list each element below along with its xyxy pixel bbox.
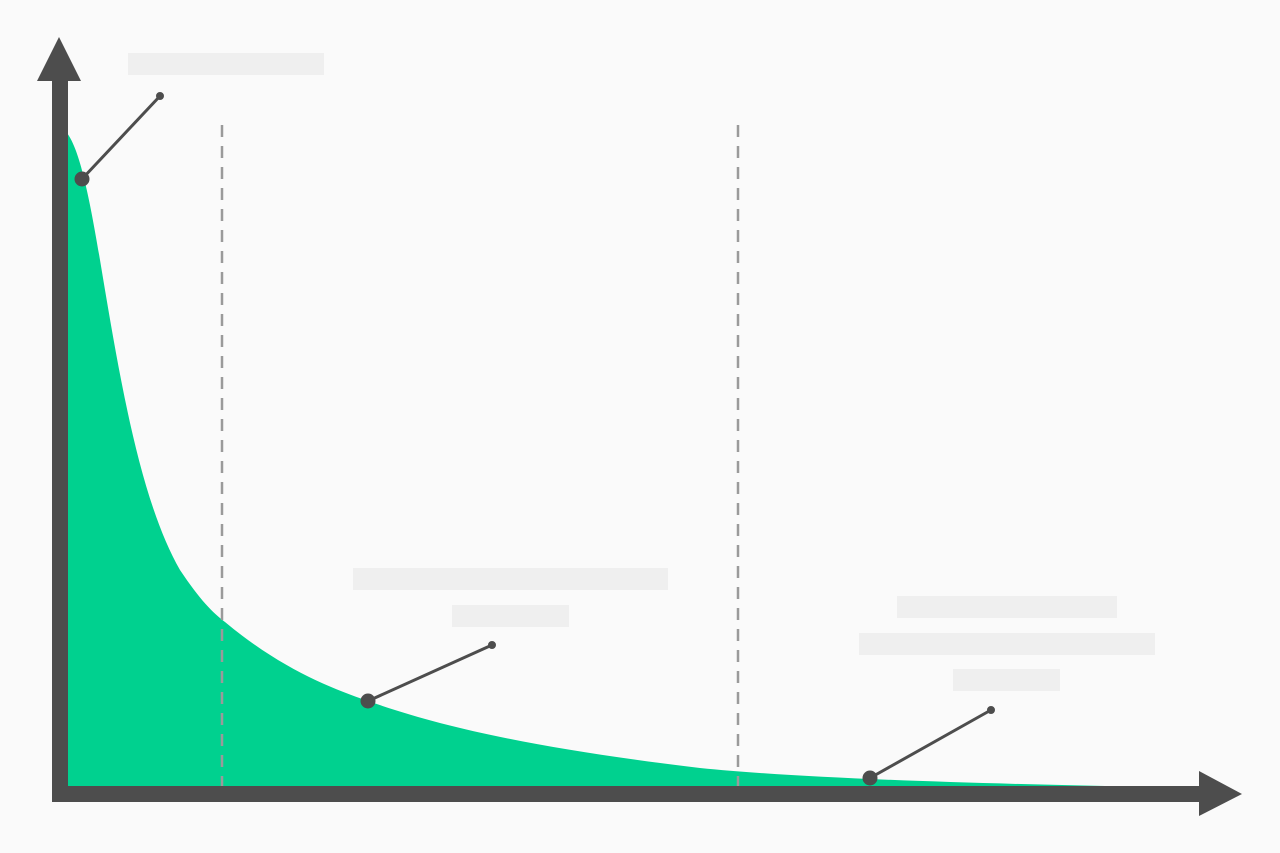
x-axis-arrow xyxy=(1199,771,1242,816)
callout-dot xyxy=(360,693,376,709)
placeholder-bar xyxy=(452,605,569,627)
callouts xyxy=(74,92,995,786)
y-axis-arrow xyxy=(37,37,81,81)
callout-dot xyxy=(74,171,90,187)
placeholder-bar xyxy=(859,633,1155,655)
x-axis xyxy=(52,786,1204,802)
placeholder-bar xyxy=(128,53,324,75)
callout-end xyxy=(156,92,164,100)
placeholder-bar xyxy=(953,669,1060,691)
placeholder-labels xyxy=(128,53,1155,691)
callout-dot xyxy=(862,770,878,786)
placeholder-bar xyxy=(353,568,668,590)
callout-end xyxy=(488,641,496,649)
placeholder-bar xyxy=(897,596,1117,618)
callout-line xyxy=(367,643,493,703)
y-axis xyxy=(52,78,68,802)
callout-line xyxy=(869,708,992,780)
tail-area xyxy=(67,133,1150,790)
callout-end xyxy=(987,706,995,714)
callout-line xyxy=(80,94,162,181)
